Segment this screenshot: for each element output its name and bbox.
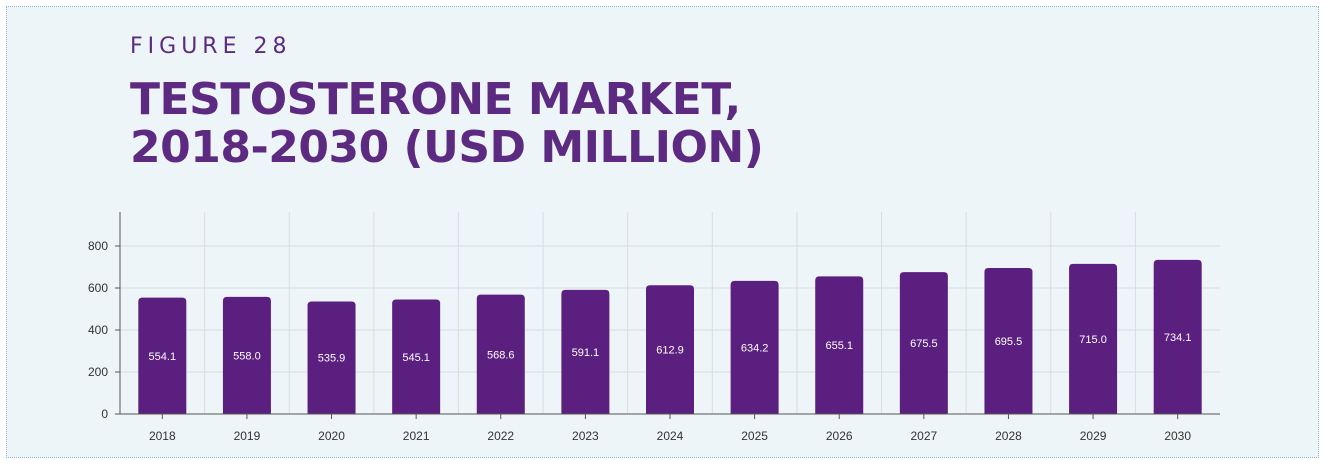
- x-tick-label: 2018: [149, 429, 176, 443]
- x-tick-label: 2025: [741, 429, 768, 443]
- x-tick-label: 2028: [995, 429, 1022, 443]
- bar-value-label: 535.9: [318, 353, 346, 365]
- x-tick-label: 2024: [657, 429, 684, 443]
- bar: [899, 272, 948, 414]
- chart-title: TESTOSTERONE MARKET, 2018-2030 (USD MILL…: [130, 74, 764, 173]
- bar: [561, 289, 610, 414]
- bar: [984, 267, 1033, 414]
- bar-value-label: 554.1: [149, 351, 177, 363]
- y-tick-label: 200: [88, 365, 108, 379]
- bar-value-label: 655.1: [825, 340, 853, 352]
- bar: [222, 296, 271, 414]
- x-tick-label: 2020: [318, 429, 345, 443]
- axes: 0 200 400 600 800 2018 2019 2020 2021 2022 2023 202…: [88, 212, 1220, 443]
- bar: [815, 276, 864, 414]
- bar-value-label: 545.1: [402, 352, 430, 364]
- figure-number: FIGURE 28: [130, 34, 292, 59]
- y-tick-label: 400: [88, 323, 108, 337]
- bar: [646, 285, 694, 414]
- bar: [476, 294, 525, 414]
- bar: [730, 280, 779, 414]
- bar: [392, 299, 441, 414]
- bar-value-label: 612.9: [656, 345, 684, 357]
- x-tick-label: 2029: [1080, 429, 1107, 443]
- x-tick-label: 2026: [826, 429, 853, 443]
- x-tick-label: 2021: [403, 429, 430, 443]
- x-tick-label: 2022: [487, 429, 514, 443]
- bar-value-label: 695.5: [995, 336, 1023, 348]
- x-tick-label: 2023: [572, 429, 599, 443]
- bar: [138, 297, 187, 414]
- bar-value-label: 715.0: [1079, 334, 1107, 346]
- x-tick-label: 2027: [910, 429, 937, 443]
- bar-value-label: 734.1: [1164, 332, 1192, 344]
- bar-value-label: 558.0: [233, 350, 261, 362]
- y-tick-label: 800: [88, 239, 108, 253]
- bar: [1153, 259, 1202, 414]
- chart-title-line-1: TESTOSTERONE MARKET,: [130, 74, 741, 125]
- bar-value-label: 568.6: [487, 349, 515, 361]
- y-tick-label: 600: [88, 281, 108, 295]
- bars: 554.1 558.0 535.9 545.1 568.6 591.1 612.9 634.2…: [138, 259, 1202, 414]
- bar-value-label: 591.1: [572, 347, 600, 359]
- bar-value-label: 634.2: [741, 342, 769, 354]
- bar: [1069, 263, 1118, 414]
- y-tick-label: 0: [101, 407, 108, 421]
- chart-title-line-2: 2018-2030 (USD MILLION): [130, 122, 764, 173]
- x-tick-label: 2019: [234, 429, 261, 443]
- bar-value-label: 675.5: [910, 338, 938, 350]
- bar: [307, 301, 356, 414]
- x-tick-label: 2030: [1164, 429, 1191, 443]
